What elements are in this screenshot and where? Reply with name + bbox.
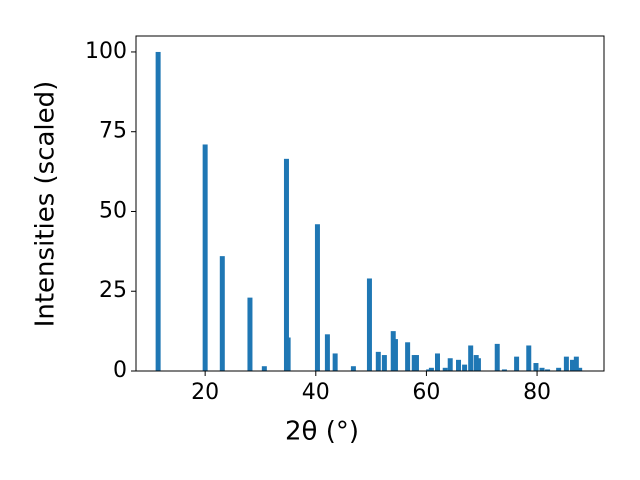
bar <box>447 358 453 371</box>
y-tick-label: 25 <box>99 278 127 303</box>
bar <box>533 363 539 371</box>
bar <box>573 356 579 371</box>
bar <box>442 367 448 371</box>
bar <box>314 224 320 371</box>
y-tick-label: 0 <box>113 358 127 383</box>
y-tick-label: 100 <box>85 39 127 64</box>
bar <box>569 359 575 371</box>
bar <box>283 158 289 371</box>
bar <box>462 364 468 371</box>
bar <box>426 369 432 371</box>
bar <box>494 343 500 371</box>
x-axis-label: 2θ (°) <box>285 417 359 447</box>
bar <box>434 353 440 371</box>
bar <box>468 345 474 371</box>
x-tick-label: 40 <box>302 380 330 405</box>
bar <box>381 355 387 371</box>
x-tick-label: 60 <box>412 380 440 405</box>
bar <box>332 353 338 371</box>
plot-frame <box>135 35 605 372</box>
bar <box>247 297 253 371</box>
bar <box>413 355 419 371</box>
bar <box>202 144 208 371</box>
bar <box>501 369 507 371</box>
bar <box>285 337 291 371</box>
bar <box>155 51 161 371</box>
bar <box>545 369 551 371</box>
bar <box>350 366 356 371</box>
bar <box>577 367 583 371</box>
x-tick-label: 20 <box>191 380 219 405</box>
bar <box>456 359 462 371</box>
bar <box>556 367 562 371</box>
x-tick-label: 80 <box>523 380 551 405</box>
bar <box>428 367 434 371</box>
bar <box>405 342 411 371</box>
y-tick-label: 75 <box>99 119 127 144</box>
bar <box>526 345 532 371</box>
bar <box>514 356 520 371</box>
bar <box>375 351 381 371</box>
bar <box>539 367 545 371</box>
bar <box>261 366 267 371</box>
bar <box>366 278 372 371</box>
bar <box>392 339 398 371</box>
bar <box>219 256 225 371</box>
y-tick-label: 50 <box>99 198 127 223</box>
bar <box>563 356 569 371</box>
y-axis-label: Intensities (scaled) <box>31 81 61 328</box>
bar <box>324 334 330 371</box>
bar <box>475 358 481 371</box>
